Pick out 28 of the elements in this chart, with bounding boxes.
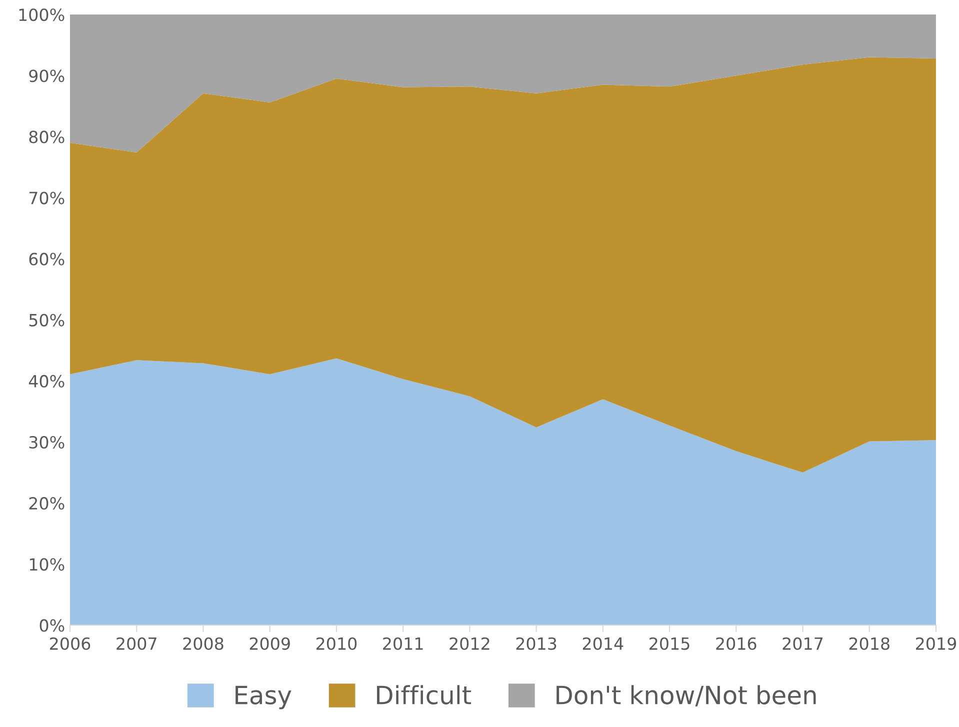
y-tick-label: 50% xyxy=(29,314,64,326)
x-tick-label: 2008 xyxy=(183,637,224,650)
y-tick-label: 80% xyxy=(29,130,64,144)
x-tick-label: 2007 xyxy=(116,637,156,650)
x-tick-label: 2012 xyxy=(450,637,490,650)
y-tick-label: 90% xyxy=(29,70,64,82)
legend-label: Don't know/Not been xyxy=(556,685,816,706)
x-tick-label: 2010 xyxy=(316,637,357,650)
x-tick-label: 2016 xyxy=(716,637,756,650)
legend-label: Easy xyxy=(236,686,292,710)
y-tick-label: 40% xyxy=(28,374,64,388)
y-tick-label: 20% xyxy=(29,497,64,510)
y-tick-label: 30% xyxy=(29,436,64,449)
x-tick-label: 2011 xyxy=(383,637,423,650)
y-tick-label: 0% xyxy=(40,619,64,632)
y-tick-label: 100% xyxy=(19,8,64,22)
y-tick-label: 70% xyxy=(29,192,64,204)
x-tick-label: 2017 xyxy=(782,637,823,650)
x-tick-label: 2019 xyxy=(916,637,956,650)
legend-label: Difficult xyxy=(377,685,472,704)
y-tick-label: 10% xyxy=(30,558,64,571)
x-tick-label: 2015 xyxy=(650,637,690,650)
x-tick-label: 2009 xyxy=(250,637,290,650)
x-tick-label: 2013 xyxy=(516,637,556,650)
x-tick-label: 2018 xyxy=(849,637,890,650)
x-tick-label: 2014 xyxy=(582,637,624,650)
y-tick-label: 60% xyxy=(29,252,64,266)
x-tick-label: 2006 xyxy=(50,637,90,650)
